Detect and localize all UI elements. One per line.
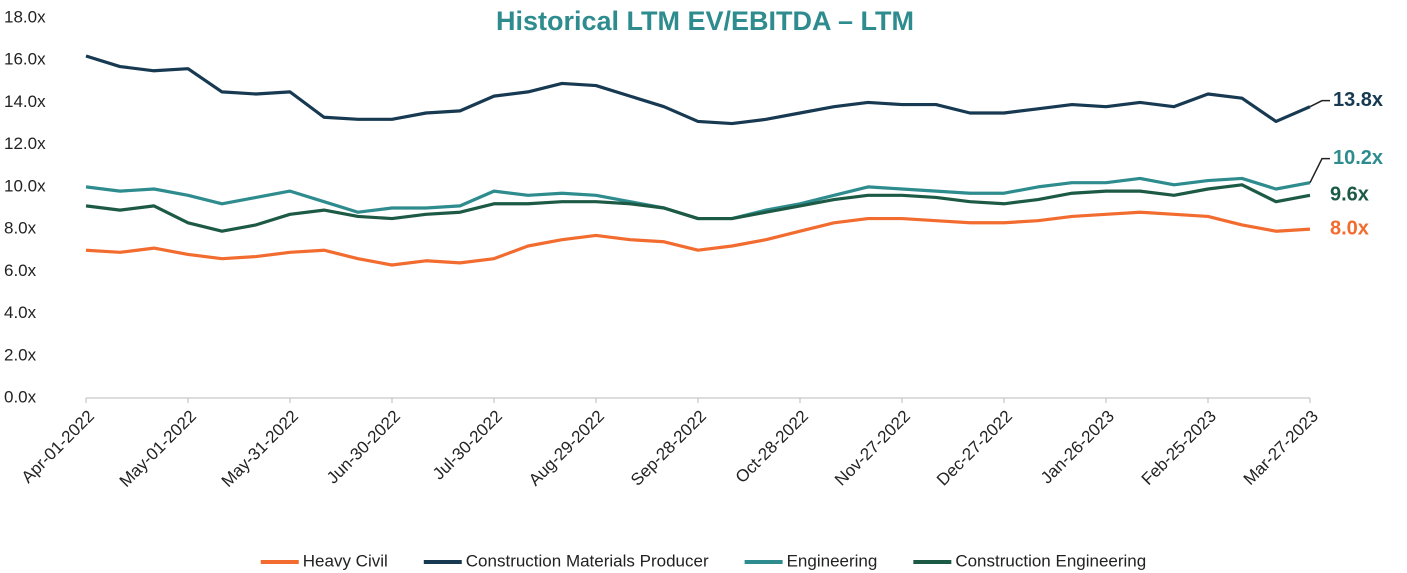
x-tick-label: Apr-01-2022 xyxy=(18,407,98,487)
legend-label: Construction Engineering xyxy=(955,551,1146,570)
x-tick-label: Sep-28-2022 xyxy=(627,407,710,490)
x-tick-label: Jun-30-2022 xyxy=(323,407,404,488)
series-line xyxy=(85,210,1311,267)
x-tick-label: Mar-27-2023 xyxy=(1240,407,1322,489)
end-label: 13.8x xyxy=(1333,89,1383,111)
y-tick-label: 12.0x xyxy=(4,134,46,153)
leader-line xyxy=(1309,157,1330,184)
x-tick-label: Jul-30-2022 xyxy=(429,407,506,484)
end-label: 8.0x xyxy=(1330,217,1369,239)
series-line xyxy=(85,54,1311,126)
x-tick-label: Nov-27-2022 xyxy=(831,407,914,490)
x-tick-label: Aug-29-2022 xyxy=(525,407,608,490)
x-tick-label: May-31-2022 xyxy=(218,407,302,491)
y-tick-label: 6.0x xyxy=(4,261,37,280)
legend-label: Engineering xyxy=(787,551,878,570)
x-tick-label: Feb-25-2023 xyxy=(1138,407,1220,489)
leader-line xyxy=(1309,99,1330,108)
chart-title: Historical LTM EV/EBITDA – LTM xyxy=(496,6,914,36)
series-line xyxy=(85,183,1311,233)
y-tick-label: 14.0x xyxy=(4,92,46,111)
y-tick-label: 8.0x xyxy=(4,219,37,238)
y-tick-label: 16.0x xyxy=(4,50,46,69)
x-tick-label: Jan-26-2023 xyxy=(1037,407,1118,488)
y-tick-label: 2.0x xyxy=(4,345,37,364)
x-tick-label: Oct-28-2022 xyxy=(732,407,812,487)
end-label: 9.6x xyxy=(1330,184,1369,206)
y-tick-label: 10.0x xyxy=(4,176,46,195)
y-tick-label: 18.0x xyxy=(4,7,46,26)
y-tick-label: 4.0x xyxy=(4,303,37,322)
legend-label: Heavy Civil xyxy=(303,551,388,570)
x-tick-label: May-01-2022 xyxy=(116,407,200,491)
y-tick-label: 0.0x xyxy=(4,387,37,406)
legend-label: Construction Materials Producer xyxy=(466,551,709,570)
x-tick-label: Dec-27-2022 xyxy=(933,407,1016,490)
end-label: 10.2x xyxy=(1333,147,1383,169)
